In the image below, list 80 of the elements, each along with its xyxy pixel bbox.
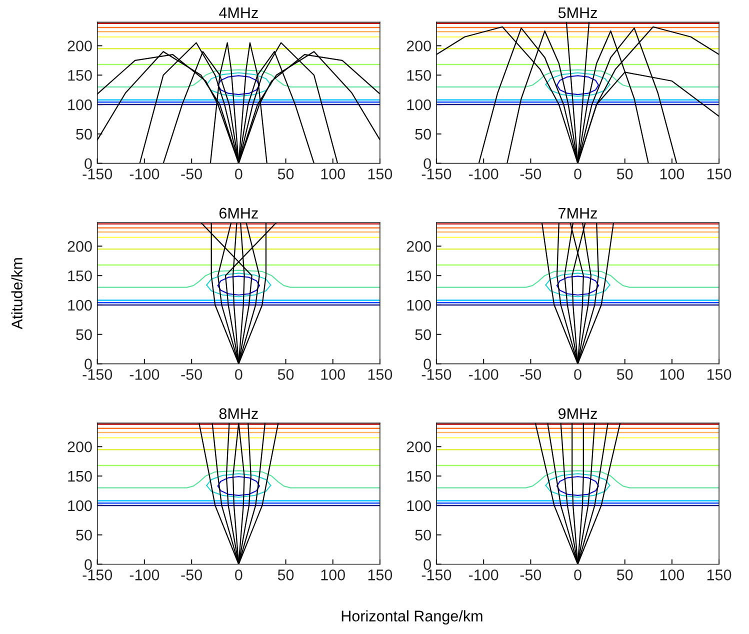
- x-tick-label: 100: [660, 369, 684, 380]
- x-tick-label: 100: [321, 570, 345, 580]
- x-tick-label: -150: [422, 168, 452, 180]
- x-tick-label: 150: [368, 168, 392, 180]
- x-tick-label: 0: [235, 369, 242, 380]
- x-tick-label: -50: [181, 369, 202, 380]
- y-tick-label: 50: [76, 329, 92, 340]
- x-tick-label: -50: [520, 168, 542, 180]
- y-tick-label: 0: [424, 158, 432, 170]
- y-tick-label: 0: [424, 559, 432, 570]
- y-tick-label: 50: [415, 530, 432, 541]
- x-tick-label: 100: [660, 168, 684, 180]
- x-tick-label: 0: [235, 570, 242, 580]
- x-axis-title: Horizontal Range/km: [342, 610, 482, 624]
- x-tick-label: -50: [181, 168, 202, 180]
- y-tick-label: 50: [76, 128, 92, 140]
- y-tick-label: 100: [407, 500, 432, 512]
- y-tick-label: 150: [68, 470, 92, 482]
- y-tick-label: 150: [407, 470, 432, 482]
- x-tick-label: 150: [368, 570, 392, 580]
- y-tick-label: 150: [68, 70, 92, 81]
- chart-title: 4MHz: [219, 8, 258, 18]
- y-tick-label: 100: [407, 99, 432, 110]
- chart-title: 7MHz: [558, 208, 597, 218]
- y-tick-label: 150: [68, 270, 92, 282]
- x-tick-label: -100: [130, 168, 160, 180]
- y-tick-label: 150: [407, 70, 432, 81]
- y-tick-label: 0: [84, 559, 92, 570]
- x-tick-label: -150: [422, 570, 452, 580]
- x-tick-label: -150: [422, 369, 452, 380]
- x-tick-label: -50: [520, 369, 542, 380]
- x-tick-label: 150: [707, 168, 732, 180]
- y-tick-label: 100: [407, 300, 432, 311]
- x-tick-label: 50: [278, 168, 294, 180]
- y-tick-label: 150: [407, 270, 432, 282]
- chart-title: 8MHz: [219, 408, 258, 420]
- x-tick-label: -100: [468, 369, 498, 380]
- chart-title: 5MHz: [558, 8, 597, 18]
- y-tick-label: 50: [415, 329, 432, 340]
- y-tick-label: 100: [68, 500, 92, 512]
- x-tick-label: 100: [321, 369, 345, 380]
- y-tick-label: 200: [406, 241, 432, 252]
- x-tick-label: -150: [82, 369, 112, 380]
- y-tick-label: 200: [406, 441, 432, 452]
- x-tick-label: 50: [616, 369, 633, 380]
- x-tick-label: -50: [181, 570, 202, 580]
- y-tick-label: 0: [84, 358, 92, 370]
- x-tick-label: -100: [130, 369, 160, 380]
- x-tick-label: -100: [130, 570, 160, 580]
- x-tick-label: 0: [574, 168, 582, 180]
- x-tick-label: 50: [616, 570, 633, 580]
- y-tick-label: 200: [68, 241, 92, 252]
- chart-title: 6MHz: [219, 208, 258, 219]
- x-tick-label: 50: [616, 168, 633, 180]
- y-tick-label: 200: [68, 40, 92, 52]
- x-tick-label: 0: [574, 369, 582, 380]
- x-tick-label: 0: [574, 570, 582, 580]
- y-axis-title: Atitude/km: [11, 258, 22, 330]
- x-tick-label: -100: [468, 570, 498, 580]
- y-tick-label: 100: [68, 300, 92, 311]
- x-tick-label: 50: [278, 570, 294, 580]
- x-tick-label: -100: [468, 168, 498, 180]
- y-tick-label: 200: [68, 441, 92, 452]
- x-tick-label: -150: [82, 570, 112, 580]
- y-tick-label: 100: [68, 99, 92, 110]
- x-tick-label: -150: [82, 168, 112, 180]
- y-tick-label: 50: [415, 128, 432, 140]
- x-tick-label: 150: [707, 369, 732, 380]
- x-tick-label: 0: [235, 168, 242, 180]
- x-tick-label: 150: [707, 570, 732, 580]
- x-tick-label: 150: [368, 369, 392, 380]
- chart-title: 9MHz: [558, 408, 597, 420]
- x-tick-label: 100: [321, 168, 345, 180]
- y-tick-label: 200: [406, 40, 432, 52]
- x-tick-label: 100: [660, 570, 684, 580]
- y-tick-label: 50: [76, 530, 92, 541]
- y-tick-label: 0: [84, 158, 92, 170]
- x-tick-label: 50: [278, 369, 294, 380]
- x-tick-label: -50: [520, 570, 542, 580]
- y-tick-label: 0: [424, 358, 432, 370]
